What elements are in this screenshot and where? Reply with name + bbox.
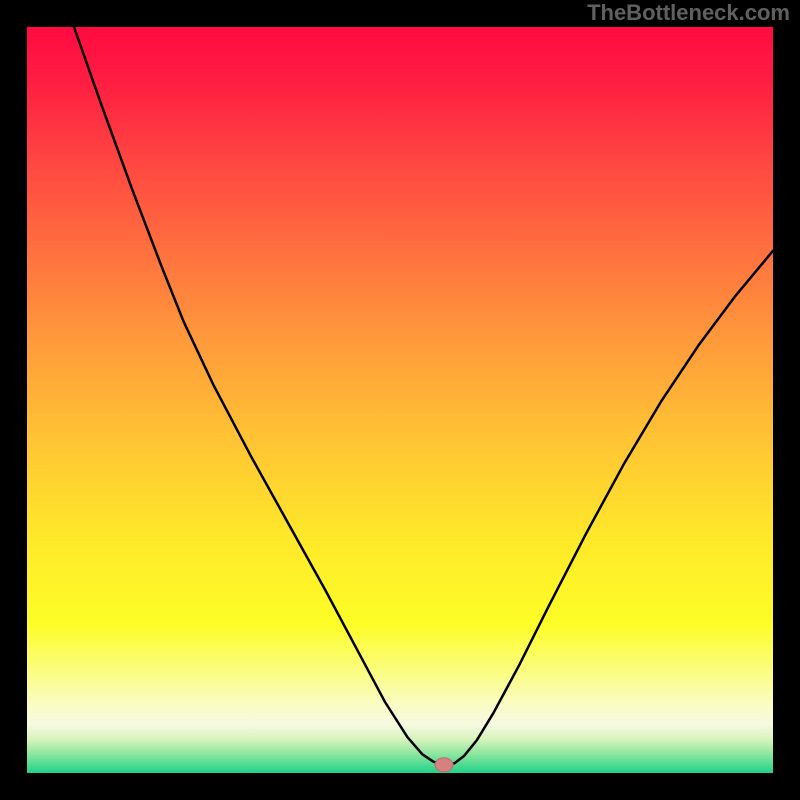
- minimum-marker: [435, 758, 453, 772]
- watermark-text: TheBottleneck.com: [587, 0, 790, 26]
